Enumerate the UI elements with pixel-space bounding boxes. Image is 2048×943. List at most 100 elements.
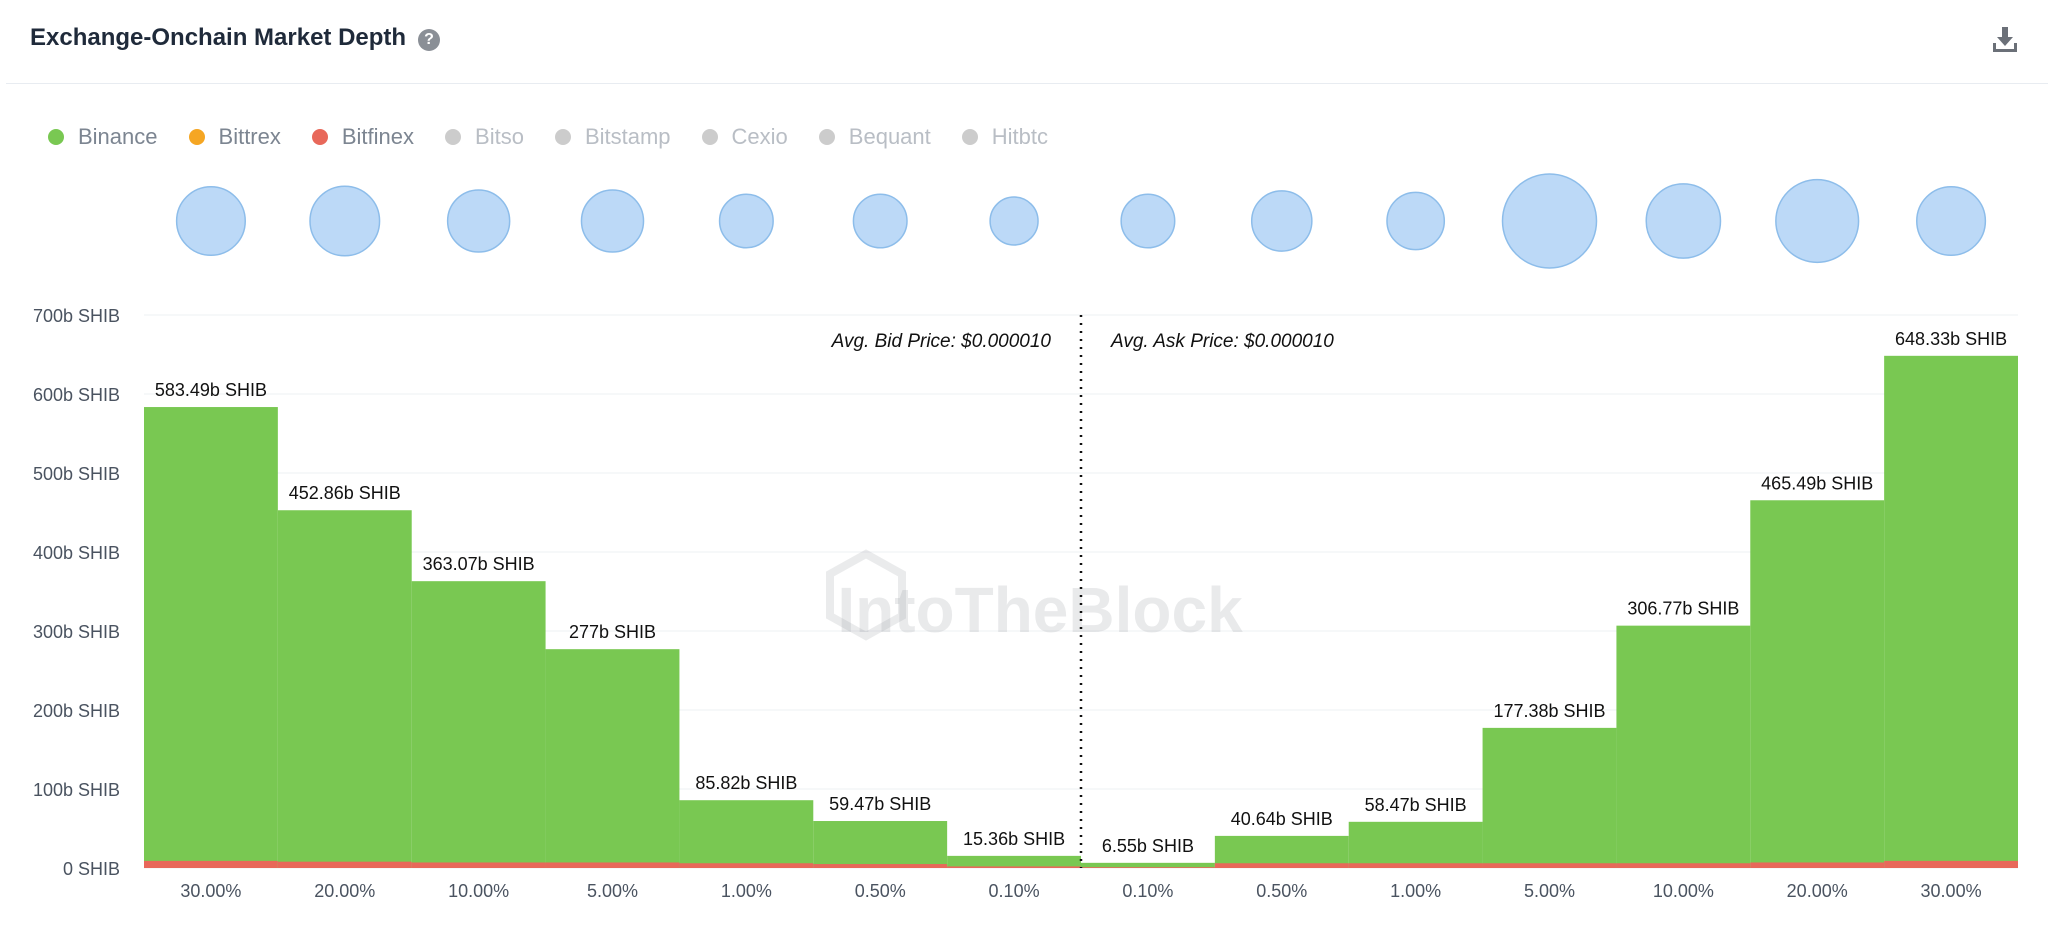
legend-dot bbox=[445, 129, 462, 145]
x-tick-label: 20.00% bbox=[314, 881, 375, 901]
legend-label: Binance bbox=[78, 124, 158, 149]
depth-bubble bbox=[1775, 178, 1860, 264]
legend-dot bbox=[188, 129, 205, 145]
y-tick-label: 600b SHIB bbox=[33, 385, 120, 405]
bar-binance bbox=[545, 649, 680, 868]
legend-label: Bitso bbox=[475, 124, 524, 149]
bar-bitfinex bbox=[1750, 862, 1885, 868]
x-tick-label: 1.00% bbox=[721, 881, 772, 901]
data-label: 452.86b SHIB bbox=[289, 483, 401, 503]
depth-bubble bbox=[1501, 173, 1598, 269]
bar-binance bbox=[679, 800, 814, 868]
data-label: 6.55b SHIB bbox=[1102, 836, 1194, 856]
chart-legend: Binance Bittrex Bitfinex Bitso Bitstamp Cexio… bbox=[48, 122, 1079, 152]
bar-bitfinex bbox=[1348, 863, 1483, 868]
data-label: 277b SHIB bbox=[569, 622, 656, 642]
data-label: 648.33b SHIB bbox=[1895, 329, 2007, 349]
depth-bubble bbox=[1120, 193, 1176, 249]
legend-dot bbox=[48, 129, 64, 145]
x-tick-label: 1.00% bbox=[1390, 881, 1441, 901]
bar-binance bbox=[1884, 355, 2018, 868]
bar-binance bbox=[947, 855, 1081, 868]
depth-bubble bbox=[989, 196, 1039, 246]
legend-dot bbox=[311, 129, 328, 145]
bar-bitfinex bbox=[813, 864, 948, 868]
question-circle-icon[interactable]: ? bbox=[418, 29, 440, 51]
legend-label: Hitbtc bbox=[991, 124, 1049, 149]
x-tick-label: 10.00% bbox=[448, 881, 509, 901]
watermark-logo-icon bbox=[826, 549, 906, 641]
y-tick-label: 700b SHIB bbox=[33, 306, 120, 326]
depth-bubble bbox=[1386, 191, 1446, 251]
bar-binance bbox=[813, 821, 948, 868]
bar-binance bbox=[1348, 821, 1483, 868]
x-tick-label: 0.50% bbox=[1256, 881, 1307, 901]
page-title: Exchange-Onchain Market Depth bbox=[30, 24, 407, 51]
legend-item-binance[interactable]: Binance bbox=[48, 124, 158, 150]
legend-item-hitbtc[interactable]: Hitbtc bbox=[961, 124, 1049, 150]
bar-binance bbox=[144, 407, 278, 868]
data-label: 40.64b SHIB bbox=[1231, 809, 1333, 829]
bar-bitfinex bbox=[144, 860, 278, 868]
depth-bubble bbox=[1250, 190, 1313, 252]
card-header: Exchange-Onchain Market Depth ? bbox=[6, 0, 2048, 84]
legend-dot bbox=[961, 129, 978, 145]
bar-binance bbox=[1750, 500, 1885, 868]
legend-item-bitstamp[interactable]: Bitstamp bbox=[554, 124, 671, 150]
legend-label: Cexio bbox=[731, 124, 788, 149]
legend-dot bbox=[554, 129, 571, 145]
bar-bitfinex bbox=[947, 866, 1081, 868]
bar-bitfinex bbox=[679, 863, 814, 868]
x-tick-label: 30.00% bbox=[180, 881, 241, 901]
depth-bubble bbox=[718, 193, 774, 249]
y-tick-label: 400b SHIB bbox=[33, 543, 120, 563]
x-tick-label: 10.00% bbox=[1653, 881, 1714, 901]
x-tick-label: 5.00% bbox=[1524, 881, 1575, 901]
x-tick-label: 0.50% bbox=[855, 881, 906, 901]
bar-binance bbox=[1616, 625, 1751, 868]
data-label: 363.07b SHIB bbox=[423, 554, 535, 574]
legend-label: Bitfinex bbox=[341, 124, 415, 149]
avg-ask-price-annotation: Avg. Ask Price: $0.000010 bbox=[1110, 331, 1334, 352]
data-label: 59.47b SHIB bbox=[829, 794, 931, 814]
bar-binance bbox=[277, 510, 412, 868]
legend-label: Bittrex bbox=[218, 124, 281, 149]
legend-label: Bitstamp bbox=[584, 124, 671, 149]
x-tick-label: 30.00% bbox=[1921, 881, 1982, 901]
y-tick-label: 200b SHIB bbox=[33, 701, 120, 721]
bar-bitfinex bbox=[411, 862, 546, 868]
legend-item-cexio[interactable]: Cexio bbox=[701, 124, 788, 150]
legend-dot bbox=[701, 129, 718, 145]
bar-bitfinex bbox=[1482, 863, 1617, 868]
depth-bubble bbox=[446, 189, 511, 253]
data-label: 177.38b SHIB bbox=[1493, 701, 1605, 721]
bar-binance bbox=[1214, 835, 1349, 868]
x-tick-label: 20.00% bbox=[1787, 881, 1848, 901]
bar-bitfinex bbox=[1884, 860, 2018, 868]
depth-bubble bbox=[309, 185, 381, 257]
y-tick-label: 100b SHIB bbox=[33, 780, 120, 800]
data-label: 15.36b SHIB bbox=[963, 829, 1065, 849]
legend-dot bbox=[818, 129, 835, 145]
legend-item-bittrex[interactable]: Bittrex bbox=[188, 124, 281, 150]
bar-bitfinex bbox=[1081, 867, 1215, 868]
y-tick-label: 300b SHIB bbox=[33, 622, 120, 642]
legend-item-bequant[interactable]: Bequant bbox=[818, 124, 931, 150]
bar-bitfinex bbox=[277, 861, 412, 868]
data-label: 306.77b SHIB bbox=[1627, 599, 1739, 619]
bar-binance bbox=[1482, 727, 1617, 868]
x-tick-label: 0.10% bbox=[989, 881, 1040, 901]
bar-binance bbox=[1081, 862, 1215, 868]
bar-bitfinex bbox=[1214, 863, 1349, 868]
legend-label: Bequant bbox=[848, 124, 931, 149]
download-icon[interactable] bbox=[1990, 24, 2020, 56]
legend-item-bitfinex[interactable]: Bitfinex bbox=[311, 124, 415, 150]
legend-item-bitso[interactable]: Bitso bbox=[445, 124, 524, 150]
depth-bubble bbox=[580, 189, 645, 253]
y-tick-label: 0 SHIB bbox=[63, 859, 120, 879]
x-tick-label: 0.10% bbox=[1122, 881, 1173, 901]
bar-bitfinex bbox=[545, 862, 680, 868]
depth-bubble bbox=[175, 185, 246, 257]
